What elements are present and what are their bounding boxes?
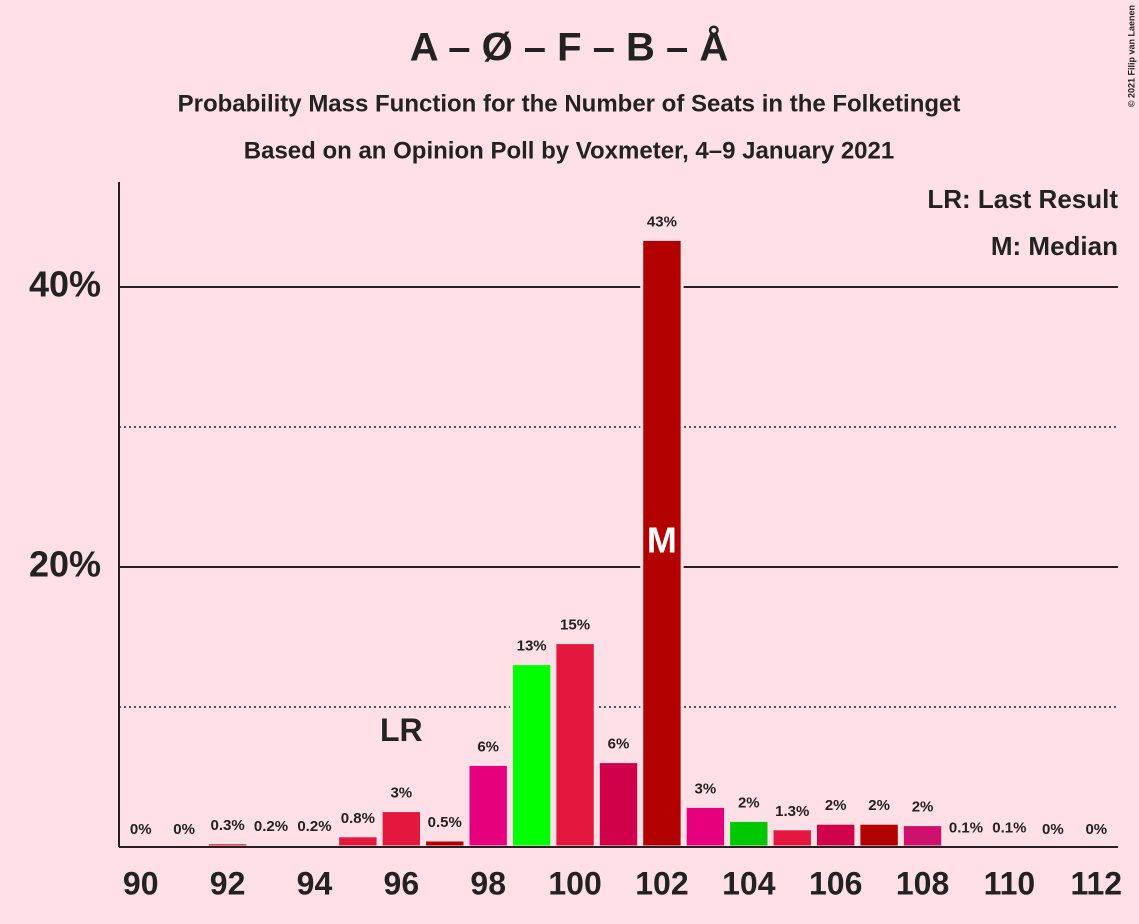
value-label: 0.2% xyxy=(297,818,331,835)
bar xyxy=(900,823,945,849)
value-label: 1.3% xyxy=(775,803,809,820)
bar xyxy=(727,818,771,849)
value-label: 15% xyxy=(560,617,590,634)
y-tick-label: 20% xyxy=(29,544,101,585)
x-tick-label: 92 xyxy=(210,865,246,901)
x-tick-label: 98 xyxy=(470,865,506,901)
value-label: 6% xyxy=(608,736,630,753)
value-label: 0% xyxy=(1085,821,1107,838)
x-tick-label: 90 xyxy=(123,865,159,901)
value-label: 0.1% xyxy=(949,820,983,837)
value-label: 2% xyxy=(738,794,760,811)
bar xyxy=(379,809,424,849)
value-label: 3% xyxy=(390,785,412,802)
value-label: 0.1% xyxy=(992,820,1026,837)
value-label: 6% xyxy=(477,738,499,755)
value-label: 0.5% xyxy=(428,814,462,831)
bar xyxy=(596,760,641,849)
value-label: 43% xyxy=(647,213,677,230)
value-label: 13% xyxy=(517,638,547,655)
value-label: 0% xyxy=(173,821,195,838)
chart-title: A – Ø – F – B – Å xyxy=(410,25,729,70)
bar xyxy=(423,838,467,849)
x-tick-label: 96 xyxy=(384,865,420,901)
legend-entry: M: Median xyxy=(991,231,1118,261)
value-label: 0.8% xyxy=(341,810,375,827)
bar xyxy=(336,834,380,849)
x-tick-label: 108 xyxy=(896,865,949,901)
bar xyxy=(466,762,510,849)
value-label: 3% xyxy=(695,780,717,797)
x-tick-label: 102 xyxy=(635,865,688,901)
chart-subtitle: Probability Mass Function for the Number… xyxy=(178,90,961,117)
bar xyxy=(553,641,597,849)
x-tick-label: 104 xyxy=(722,865,776,901)
value-label: 0% xyxy=(130,821,152,838)
value-label: 0.2% xyxy=(254,818,288,835)
value-label: 2% xyxy=(868,797,890,814)
legend-entry: LR: Last Result xyxy=(927,184,1118,214)
chart-subtitle: Based on an Opinion Poll by Voxmeter, 4–… xyxy=(244,137,894,164)
x-tick-label: 112 xyxy=(1070,865,1122,901)
bar xyxy=(509,662,554,849)
x-tick-label: 100 xyxy=(548,865,601,901)
x-tick-label: 94 xyxy=(297,865,333,901)
bar xyxy=(857,821,901,849)
x-tick-label: 106 xyxy=(809,865,862,901)
y-tick-label: 40% xyxy=(29,264,101,305)
median-marker: M xyxy=(647,520,677,561)
last-result-marker: LR xyxy=(380,712,423,748)
bar xyxy=(770,827,814,849)
value-label: 0% xyxy=(1042,821,1064,838)
value-label: 0.3% xyxy=(210,817,244,834)
bar xyxy=(640,237,684,849)
bar xyxy=(813,821,858,849)
value-label: 2% xyxy=(912,799,934,816)
x-tick-label: 110 xyxy=(984,865,1036,901)
bar xyxy=(683,804,728,849)
value-label: 2% xyxy=(825,797,847,814)
copyright: © 2021 Filip van Laenen xyxy=(1126,5,1136,107)
